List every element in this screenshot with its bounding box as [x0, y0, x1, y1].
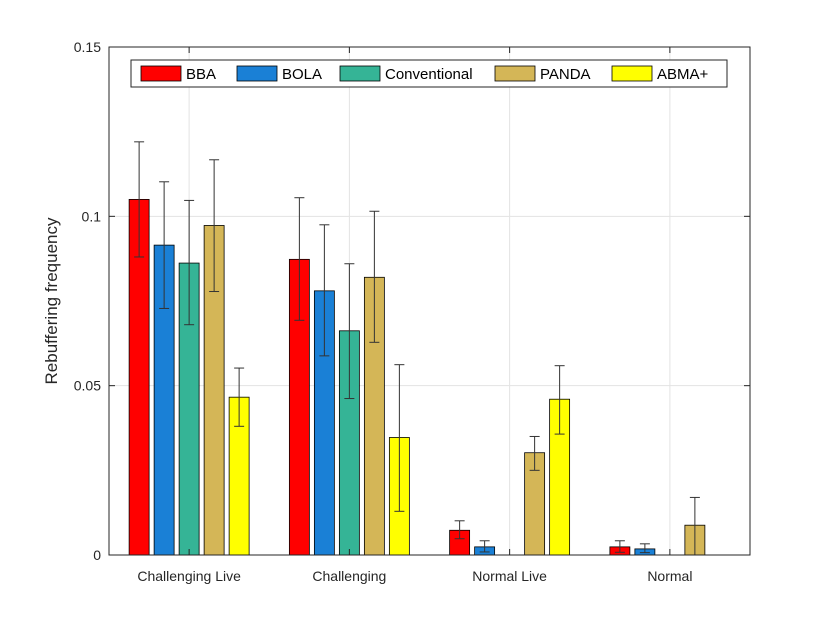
error-bar: [454, 520, 465, 540]
error-bar: [234, 367, 245, 427]
error-bar: [319, 224, 330, 357]
error-bar: [479, 540, 490, 553]
y-tick-label: 0.1: [82, 208, 102, 224]
legend-label: BBA: [186, 66, 216, 83]
x-tick-label: Normal: [647, 568, 692, 584]
y-tick-label: 0.05: [74, 378, 101, 394]
y-tick-label: 0.15: [74, 39, 101, 55]
bars: [128, 198, 730, 556]
legend-item: Conventional: [339, 65, 473, 83]
legend-item: ABMA+: [611, 65, 709, 83]
legend-item: BBA: [140, 65, 216, 83]
x-tick-label: Challenging: [312, 568, 386, 584]
legend-swatch: [494, 65, 536, 82]
plot-frame: [108, 46, 751, 556]
legend-swatch: [140, 65, 182, 82]
y-tick-label: 0: [93, 547, 101, 563]
error-bar: [209, 159, 220, 293]
y-axis-label: Rebuffering frequency: [42, 217, 61, 384]
error-bar: [159, 181, 170, 309]
legend-swatch: [611, 65, 653, 82]
legend-swatch: [236, 65, 278, 82]
legend-item: BOLA: [236, 65, 322, 83]
error-bar: [554, 365, 565, 435]
legend-label: BOLA: [282, 66, 322, 83]
legend-label: ABMA+: [657, 66, 709, 83]
error-bar: [294, 197, 305, 321]
error-bar: [184, 199, 195, 326]
y-axis-ticks: 0 0.05 0.1 0.15: [74, 39, 750, 563]
legend: BBA BOLA Conventional PANDA ABMA+: [130, 59, 728, 88]
x-tick-label: Challenging Live: [137, 568, 241, 584]
error-bar: [614, 540, 625, 553]
error-bar: [344, 263, 355, 400]
legend-label: Conventional: [385, 66, 473, 83]
x-tick-label: Normal Live: [472, 568, 547, 584]
error-bar: [639, 543, 650, 554]
error-bar: [529, 435, 540, 471]
x-axis-ticks: Challenging Live Challenging Normal Live No…: [137, 47, 692, 584]
error-bar: [394, 364, 405, 512]
legend-swatch: [339, 65, 381, 82]
legend-item: PANDA: [494, 65, 591, 83]
legend-label: PANDA: [540, 66, 591, 83]
error-bars: [134, 141, 700, 556]
error-bar: [369, 210, 380, 343]
error-bar: [134, 141, 145, 258]
